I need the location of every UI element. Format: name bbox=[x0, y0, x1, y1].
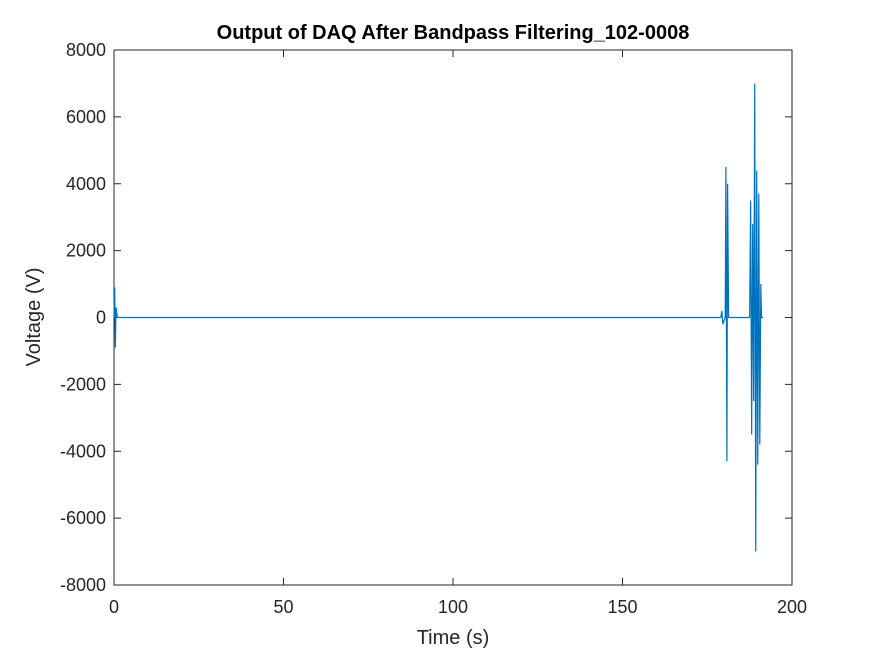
y-axis-ticks: -8000 -6000 -4000 -2000 0 2000 4000 6000 8000 bbox=[60, 40, 792, 595]
x-tick-label: 50 bbox=[273, 597, 293, 617]
y-tick-label: 8000 bbox=[66, 40, 106, 60]
y-tick-label: 4000 bbox=[66, 174, 106, 194]
x-tick-label: 150 bbox=[607, 597, 637, 617]
x-tick-label: 0 bbox=[109, 597, 119, 617]
x-tick-label: 100 bbox=[438, 597, 468, 617]
x-tick-label: 200 bbox=[777, 597, 807, 617]
y-tick-label: 6000 bbox=[66, 107, 106, 127]
x-axis-label: Time (s) bbox=[417, 627, 490, 649]
y-axis-label: Voltage (V) bbox=[23, 268, 45, 367]
x-axis-ticks: 0 50 100 150 200 bbox=[109, 50, 807, 617]
y-tick-label: -6000 bbox=[60, 508, 106, 528]
y-tick-label: -8000 bbox=[60, 575, 106, 595]
y-tick-label: -2000 bbox=[60, 374, 106, 394]
y-tick-label: 2000 bbox=[66, 241, 106, 261]
series-line bbox=[113, 83, 764, 552]
chart-title: Output of DAQ After Bandpass Filtering_1… bbox=[217, 22, 690, 44]
y-tick-label: -4000 bbox=[60, 441, 106, 461]
y-tick-label: 0 bbox=[96, 308, 106, 328]
